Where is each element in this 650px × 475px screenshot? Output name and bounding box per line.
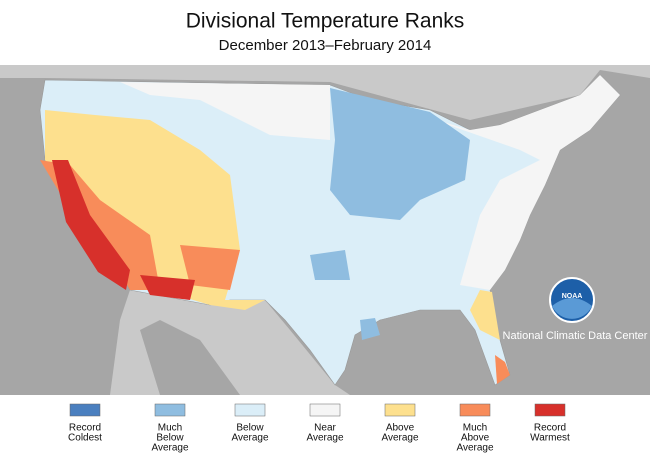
legend-label: Record <box>69 423 101 434</box>
above-average-florida <box>470 290 500 340</box>
legend-label: Average <box>306 433 344 444</box>
legend-swatch <box>459 403 491 417</box>
title: Divisional Temperature Ranks <box>186 10 465 33</box>
legend-label: Below <box>156 433 184 444</box>
near-average-north <box>120 82 330 140</box>
subtitle: December 2013–February 2014 <box>219 37 432 54</box>
legend-swatch <box>534 403 566 417</box>
legend-label: Average <box>231 433 269 444</box>
legend-label: Much <box>463 423 487 434</box>
legend-swatch <box>154 403 186 417</box>
canada <box>0 65 650 120</box>
legend-label: Much <box>158 423 182 434</box>
near-average-east <box>420 75 620 290</box>
legend-label: Average <box>151 443 189 454</box>
mexico <box>110 290 350 395</box>
legend-label: Average <box>456 443 494 454</box>
legend-swatch <box>69 403 101 417</box>
legend-label: Average <box>381 433 419 444</box>
legend-label: Above <box>461 433 490 444</box>
logo-label: NOAA <box>562 293 583 300</box>
legend-swatch <box>309 403 341 417</box>
legend-label: Warmest <box>530 433 570 444</box>
legend-label: Below <box>236 423 264 434</box>
legend-swatch <box>234 403 266 417</box>
much-below-midwest <box>330 88 470 220</box>
noaa-logo-wave <box>552 298 592 319</box>
much-above-southwest <box>40 160 240 290</box>
legend-label: Record <box>534 423 566 434</box>
much-below-south <box>310 250 380 340</box>
record-warmest-west <box>52 160 195 300</box>
much-above-florida <box>495 355 510 384</box>
logo-caption: National Climatic Data Center <box>503 330 648 342</box>
legend-label: Near <box>314 423 336 434</box>
legend-label: Coldest <box>68 433 102 444</box>
legend-label: Above <box>386 423 415 434</box>
legend-swatch <box>384 403 416 417</box>
